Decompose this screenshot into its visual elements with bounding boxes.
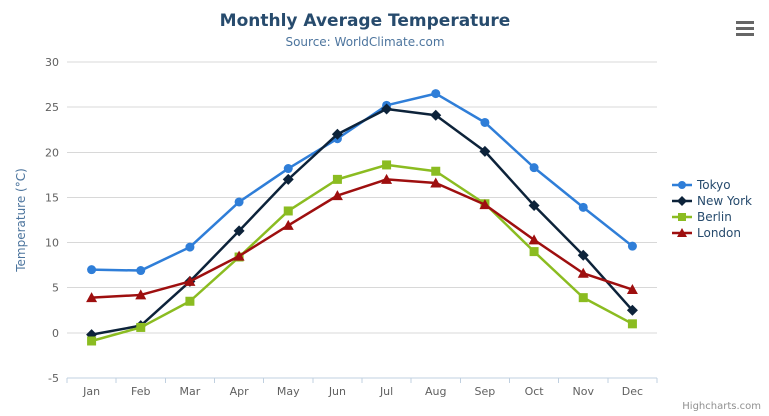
data-point-marker[interactable] [136,266,146,276]
x-axis-label: Feb [131,385,150,398]
data-point-marker[interactable] [479,199,491,210]
credits-link[interactable]: Highcharts.com [682,401,761,412]
data-point-marker[interactable] [578,293,588,303]
y-axis-label: 10 [45,237,59,250]
y-axis-label: 30 [45,56,59,69]
y-axis-label: 15 [45,191,59,204]
circle-legend-icon [672,181,692,189]
data-point-marker[interactable] [233,225,245,237]
y-axis-label: 0 [52,327,59,340]
data-point-marker[interactable] [184,275,196,286]
data-point-marker[interactable] [185,242,195,252]
x-axis-label: Jun [328,385,346,398]
data-point-marker[interactable] [528,200,540,212]
data-point-marker[interactable] [233,250,245,261]
data-point-marker[interactable] [479,145,491,157]
legend-item-tokyo[interactable]: Tokyo [672,177,752,193]
data-point-marker[interactable] [431,89,441,99]
y-axis-label: -5 [48,372,59,385]
series-line[interactable] [90,163,634,343]
data-point-marker[interactable] [381,173,393,184]
data-point-marker[interactable] [381,103,393,115]
data-point-marker[interactable] [234,197,244,207]
y-axis-title: Temperature (°C) [14,168,28,273]
chart-subtitle: Source: WorldClimate.com [285,35,445,49]
x-axis-label: Apr [230,385,250,398]
data-point-marker[interactable] [528,234,540,245]
legend-label: Tokyo [697,178,731,192]
legend-label: Berlin [697,210,732,224]
x-axis-label: Sep [475,385,496,398]
data-point-marker[interactable] [578,202,588,212]
series-london[interactable] [86,173,638,303]
data-point-marker[interactable] [331,128,343,140]
data-point-marker[interactable] [283,164,293,174]
y-axis-label: 20 [45,146,59,159]
legend: Tokyo New York Berlin London [672,177,752,241]
x-axis-label: Dec [622,385,643,398]
data-point-marker[interactable] [626,284,638,295]
series-line[interactable] [90,178,634,299]
data-point-marker[interactable] [430,109,442,121]
data-point-marker[interactable] [283,206,293,216]
x-axis-label: May [277,385,300,398]
data-point-marker[interactable] [185,296,195,306]
series-line[interactable] [90,92,634,272]
y-axis-label: 5 [52,282,59,295]
x-axis-label: Oct [525,385,545,398]
legend-item-london[interactable]: London [672,225,752,241]
data-point-marker[interactable] [577,267,589,278]
x-axis-label: Nov [573,385,595,398]
legend-item-new-york[interactable]: New York [672,193,752,209]
data-point-marker[interactable] [136,322,146,332]
series-line[interactable] [90,107,634,336]
data-point-marker[interactable] [87,265,97,275]
diamond-legend-icon [672,196,692,206]
legend-label: New York [697,194,752,208]
data-point-marker[interactable] [135,289,147,300]
data-point-marker[interactable] [577,249,589,261]
square-legend-icon [672,213,692,221]
data-point-marker[interactable] [627,241,637,251]
data-point-marker[interactable] [627,319,637,329]
data-point-marker[interactable] [331,190,343,201]
legend-label: London [697,226,741,240]
legend-item-berlin[interactable]: Berlin [672,209,752,225]
data-point-marker[interactable] [529,247,539,257]
series-tokyo[interactable] [87,89,637,276]
x-axis-label: Jul [379,385,393,398]
x-axis-label: Jan [82,385,100,398]
data-point-marker[interactable] [480,117,490,127]
data-point-marker[interactable] [382,160,392,170]
series-new-york[interactable] [86,103,638,341]
data-point-marker[interactable] [529,163,539,173]
chart-context-menu-button[interactable] [735,20,755,37]
data-point-marker[interactable] [626,304,638,316]
y-axis-label: 25 [45,101,59,114]
data-point-marker[interactable] [430,177,442,188]
chart-title: Monthly Average Temperature [219,11,511,31]
triangle-legend-icon [672,228,692,237]
data-point-marker[interactable] [282,219,294,230]
hamburger-menu-icon [736,21,754,24]
x-axis-label: Mar [180,385,201,398]
data-point-marker[interactable] [332,174,342,184]
data-point-marker[interactable] [86,292,98,303]
x-axis-label: Aug [425,385,446,398]
data-point-marker[interactable] [282,173,294,185]
data-point-marker[interactable] [431,166,441,176]
data-point-marker[interactable] [87,336,97,346]
